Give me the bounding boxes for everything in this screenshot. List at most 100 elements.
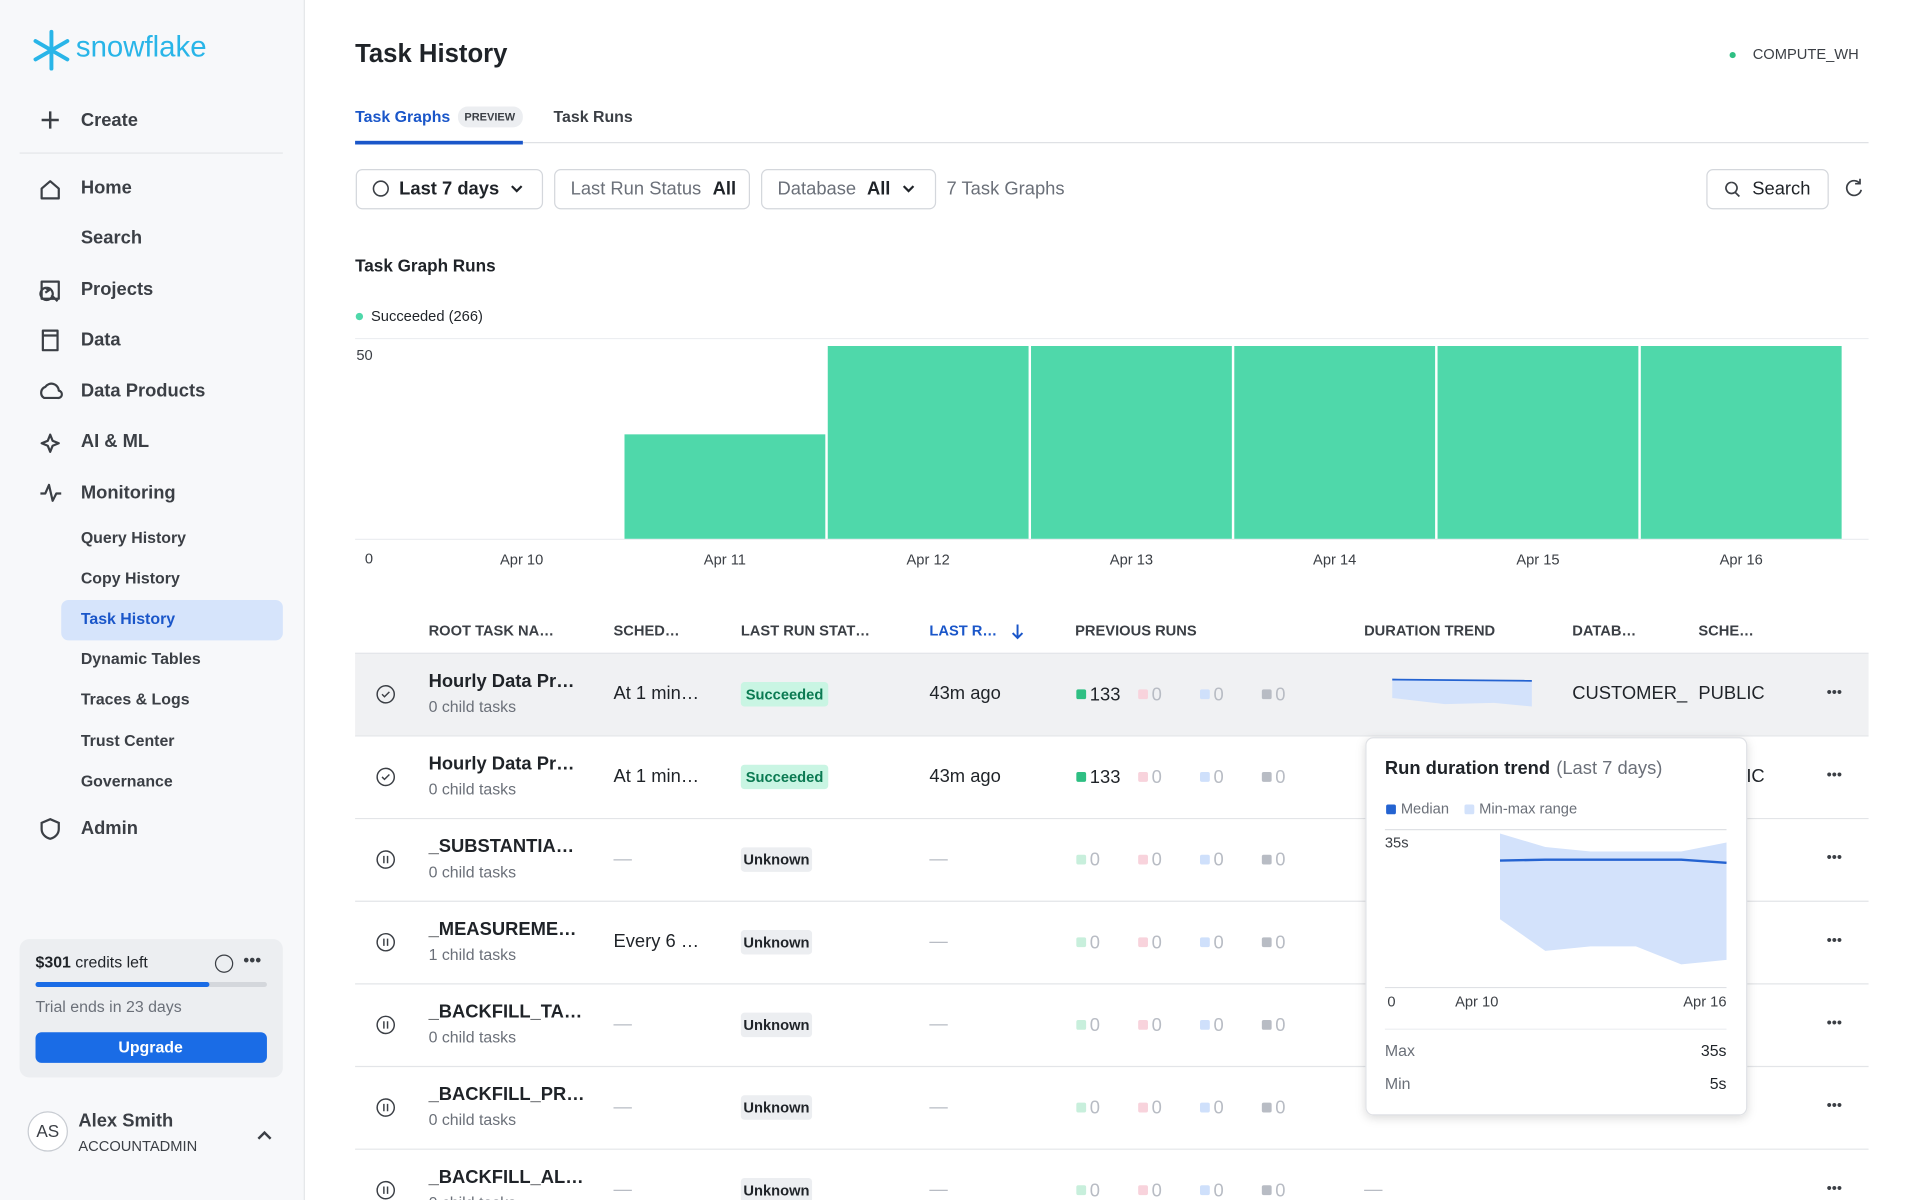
run-swatch [1138, 1020, 1148, 1030]
filter-label[interactable]: Database [778, 178, 857, 199]
run-swatch [1076, 1185, 1086, 1195]
run-count: 0 [1152, 683, 1162, 704]
task-name[interactable]: _BACKFILL_TA… [428, 1000, 583, 1021]
run-swatch [1138, 772, 1148, 782]
task-name[interactable]: _MEASUREME… [428, 918, 577, 939]
last-run: — [929, 847, 948, 868]
run-count: 0 [1275, 766, 1285, 787]
run-swatch [1200, 1020, 1210, 1030]
status-label: Unknown [743, 1101, 809, 1117]
nav-subitem[interactable]: Trust Center [81, 733, 175, 750]
last-run: 43m ago [929, 765, 1000, 786]
graph-count: 7 Task Graphs [947, 178, 1065, 199]
warehouse[interactable]: COMPUTE_WH [1753, 47, 1859, 63]
run-swatch [1200, 772, 1210, 782]
search-label[interactable]: Search [1752, 178, 1810, 199]
credits-bar [36, 982, 210, 987]
nav-subitem[interactable]: Task History [81, 611, 175, 628]
credits-text: $301 credits left [36, 955, 149, 972]
status-dot [1730, 52, 1736, 58]
legend-swatch [1386, 804, 1396, 814]
column-header[interactable]: PREVIOUS RUNS [1075, 624, 1197, 640]
x-tick-label: Apr 10 [500, 553, 543, 569]
schedule: — [613, 1013, 632, 1034]
tab[interactable]: Task Runs [553, 109, 632, 126]
run-swatch [1076, 772, 1086, 782]
status-label: Unknown [743, 853, 809, 869]
run-swatch [1200, 1185, 1210, 1195]
run-count: 0 [1213, 931, 1223, 952]
row-menu[interactable]: ••• [1827, 685, 1842, 701]
child-count: 0 child tasks [429, 782, 517, 799]
column-header[interactable]: ROOT TASK NA… [429, 624, 554, 640]
last-run: — [929, 1013, 948, 1034]
column-header[interactable]: LAST RUN STAT… [741, 624, 870, 640]
task-name[interactable]: _BACKFILL_PR… [428, 1083, 585, 1104]
upgrade-label[interactable]: Upgrade [118, 1039, 183, 1056]
run-count: 0 [1090, 931, 1100, 952]
schedule: Every 6 … [613, 930, 699, 951]
run-count: 0 [1090, 1014, 1100, 1035]
task-name[interactable]: _BACKFILL_AL… [428, 1166, 584, 1187]
nav-item[interactable]: Data Products [81, 380, 205, 401]
column-header[interactable]: SCHED… [613, 624, 679, 640]
nav-subitem[interactable]: Governance [81, 774, 173, 791]
column-header[interactable]: DATAB… [1572, 624, 1636, 640]
title: Run duration trend [1385, 757, 1550, 778]
column-header[interactable]: LAST R… [929, 624, 997, 640]
status-label: Succeeded [746, 687, 824, 703]
trial-text: Trial ends in 23 days [36, 999, 182, 1016]
run-count: 0 [1152, 1014, 1162, 1035]
task-name[interactable]: Hourly Data Pr… [429, 753, 575, 774]
user-name: Alex Smith [78, 1109, 173, 1130]
status-label: Unknown [743, 1018, 809, 1034]
refresh-icon[interactable] [1847, 179, 1861, 196]
create-button[interactable]: Create [81, 109, 138, 130]
more-icon: ••• [243, 950, 261, 970]
nav-item[interactable]: Admin [81, 817, 138, 838]
child-count: 0 child tasks [429, 699, 517, 716]
column-header[interactable]: SCHE… [1698, 624, 1754, 640]
range-label[interactable]: Last 7 days [399, 178, 499, 199]
schedule: — [613, 1178, 632, 1199]
row-menu[interactable]: ••• [1827, 768, 1842, 784]
row-menu[interactable]: ••• [1827, 850, 1842, 866]
row-menu[interactable]: ••• [1827, 1016, 1842, 1032]
nav-item[interactable]: AI & ML [81, 430, 149, 451]
tab-active[interactable]: Task Graphs [355, 109, 450, 126]
task-name[interactable]: Hourly Data Pr… [429, 670, 575, 691]
bar [624, 434, 825, 538]
nav-item[interactable]: Home [81, 176, 132, 197]
nav-subitem[interactable]: Traces & Logs [81, 692, 190, 709]
filter-value[interactable]: All [713, 178, 736, 199]
task-name[interactable]: _SUBSTANTIA… [428, 835, 575, 856]
sparkline [1392, 680, 1532, 681]
row-menu[interactable]: ••• [1827, 1098, 1842, 1114]
row-menu[interactable]: ••• [1827, 933, 1842, 949]
run-count: 0 [1152, 931, 1162, 952]
schedule: — [613, 847, 632, 868]
schedule: At 1 min… [613, 682, 699, 703]
nav-subitem[interactable]: Query History [81, 530, 186, 547]
filter-label[interactable]: Last Run Status [571, 178, 702, 199]
tooltip-title: Run duration trend(Last 7 days) [1385, 757, 1662, 778]
nav-item[interactable]: Monitoring [81, 481, 176, 502]
nav-item[interactable]: Data [81, 328, 122, 349]
x-tick-label: Apr 11 [704, 553, 746, 569]
nav-subitem[interactable]: Dynamic Tables [81, 651, 201, 668]
nav-item[interactable]: Projects [81, 278, 153, 299]
filter-value[interactable]: All [867, 178, 890, 199]
run-swatch [1138, 1103, 1148, 1113]
nav-subitem[interactable]: Copy History [81, 570, 180, 587]
bar [1234, 346, 1435, 539]
run-count: 0 [1152, 1097, 1162, 1118]
row-menu[interactable]: ••• [1827, 1181, 1842, 1197]
stat-label: Max [1385, 1043, 1415, 1060]
status-label: Unknown [743, 935, 809, 951]
child-count: 0 child tasks [429, 1112, 517, 1129]
legend-label: Median [1401, 801, 1449, 817]
bar [828, 346, 1029, 539]
column-header[interactable]: DURATION TREND [1364, 624, 1495, 640]
nav-item[interactable]: Search [81, 227, 142, 248]
credits-amount: $301 [36, 955, 72, 972]
